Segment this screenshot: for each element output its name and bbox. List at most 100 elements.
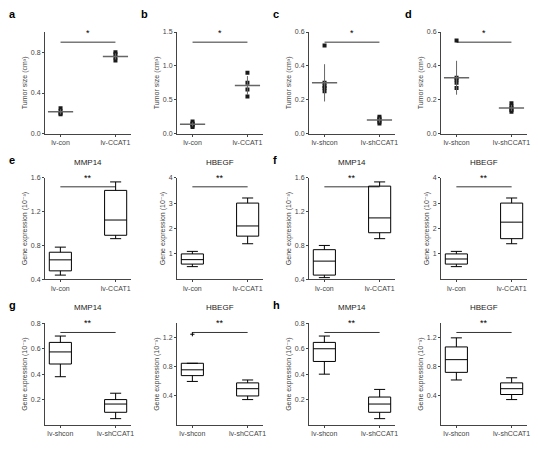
svg-text:Gene expression (10⁻³): Gene expression (10⁻³) xyxy=(285,192,293,265)
svg-text:lv-shCCAT1: lv-shCCAT1 xyxy=(493,430,530,437)
svg-text:0.4: 0.4 xyxy=(31,276,41,283)
svg-text:0.8: 0.8 xyxy=(163,363,173,370)
svg-text:0.0: 0.0 xyxy=(163,130,173,137)
svg-text:1: 1 xyxy=(433,250,437,257)
svg-text:lv-shcon: lv-shcon xyxy=(443,430,469,437)
svg-text:0.0: 0.0 xyxy=(295,130,305,137)
svg-text:4: 4 xyxy=(433,174,437,181)
svg-text:0.5: 0.5 xyxy=(163,96,173,103)
svg-text:lv-shCCAT1: lv-shCCAT1 xyxy=(229,430,266,437)
svg-text:1: 1 xyxy=(169,250,173,257)
svg-text:1.2: 1.2 xyxy=(31,208,41,215)
svg-text:0.8: 0.8 xyxy=(31,320,41,327)
svg-text:1.0: 1.0 xyxy=(163,62,173,69)
svg-text:lv-shcon: lv-shcon xyxy=(311,430,337,437)
svg-text:Gene expression (10⁻³): Gene expression (10⁻³) xyxy=(423,192,431,265)
svg-text:lv-con: lv-con xyxy=(447,285,466,292)
svg-text:2: 2 xyxy=(169,225,173,232)
svg-text:1.2: 1.2 xyxy=(163,334,173,341)
svg-text:*: * xyxy=(218,28,222,38)
svg-text:lv-CCAT1: lv-CCAT1 xyxy=(233,139,263,146)
svg-text:**: ** xyxy=(480,173,488,183)
svg-text:0.6: 0.6 xyxy=(295,345,305,352)
svg-text:0.8: 0.8 xyxy=(31,242,41,249)
svg-text:**: ** xyxy=(84,318,92,328)
svg-text:**: ** xyxy=(216,318,224,328)
svg-text:Gene expression (10⁻³): Gene expression (10⁻³) xyxy=(285,337,293,410)
svg-text:0.2: 0.2 xyxy=(31,396,41,403)
svg-text:MMP14: MMP14 xyxy=(74,158,102,167)
svg-text:e: e xyxy=(9,154,15,166)
svg-text:**: ** xyxy=(216,173,224,183)
svg-text:lv-shcon: lv-shcon xyxy=(444,139,470,146)
svg-text:**: ** xyxy=(348,318,356,328)
svg-text:Tumor size (cm³): Tumor size (cm³) xyxy=(417,57,425,110)
svg-text:Gene expression (10⁻³): Gene expression (10⁻³) xyxy=(153,337,161,410)
svg-text:0.6: 0.6 xyxy=(295,28,305,35)
svg-text:MMP14: MMP14 xyxy=(338,303,366,312)
svg-text:1.6: 1.6 xyxy=(31,174,41,181)
svg-text:2: 2 xyxy=(433,225,437,232)
svg-text:lv-con: lv-con xyxy=(51,139,70,146)
svg-text:**: ** xyxy=(84,173,92,183)
svg-text:1.5: 1.5 xyxy=(163,28,173,35)
svg-text:lv-shcon: lv-shcon xyxy=(312,139,338,146)
svg-text:lv-con: lv-con xyxy=(315,285,334,292)
svg-text:MMP14: MMP14 xyxy=(74,303,102,312)
svg-text:4: 4 xyxy=(169,174,173,181)
svg-text:lv-CCAT1: lv-CCAT1 xyxy=(497,285,527,292)
svg-text:lv-shcon: lv-shcon xyxy=(47,430,73,437)
svg-text:lv-shCCAT1: lv-shCCAT1 xyxy=(97,430,134,437)
svg-text:1.2: 1.2 xyxy=(427,334,437,341)
svg-text:lv-CCAT1: lv-CCAT1 xyxy=(233,285,263,292)
svg-text:a: a xyxy=(9,8,16,20)
svg-text:0.4: 0.4 xyxy=(163,392,173,399)
svg-text:0.6: 0.6 xyxy=(427,28,437,35)
svg-text:lv-CCAT1: lv-CCAT1 xyxy=(101,139,131,146)
svg-text:Tumor size (cm³): Tumor size (cm³) xyxy=(153,57,161,110)
svg-text:3: 3 xyxy=(433,200,437,207)
svg-text:g: g xyxy=(9,299,16,311)
svg-text:MMP14: MMP14 xyxy=(338,158,366,167)
svg-text:3: 3 xyxy=(169,200,173,207)
svg-text:0.4: 0.4 xyxy=(295,371,305,378)
svg-text:0.0: 0.0 xyxy=(427,130,437,137)
svg-text:**: ** xyxy=(480,318,488,328)
svg-text:HBEGF: HBEGF xyxy=(470,158,498,167)
svg-text:**: ** xyxy=(348,173,356,183)
svg-text:lv-con: lv-con xyxy=(183,139,202,146)
svg-text:0.8: 0.8 xyxy=(295,242,305,249)
svg-text:c: c xyxy=(273,8,279,20)
svg-text:Gene expression (10⁻³): Gene expression (10⁻³) xyxy=(21,192,29,265)
svg-text:b: b xyxy=(141,8,148,20)
svg-text:*: * xyxy=(86,28,90,38)
svg-text:1.2: 1.2 xyxy=(295,208,305,215)
svg-text:HBEGF: HBEGF xyxy=(470,303,498,312)
svg-text:0.4: 0.4 xyxy=(427,392,437,399)
svg-text:0.4: 0.4 xyxy=(427,62,437,69)
svg-text:0.2: 0.2 xyxy=(427,96,437,103)
svg-text:lv-shCCAT1: lv-shCCAT1 xyxy=(361,430,398,437)
svg-text:h: h xyxy=(273,299,280,311)
svg-text:HBEGF: HBEGF xyxy=(206,303,234,312)
svg-text:*: * xyxy=(350,28,354,38)
svg-text:lv-con: lv-con xyxy=(183,285,202,292)
svg-text:0.4: 0.4 xyxy=(295,276,305,283)
svg-text:1.6: 1.6 xyxy=(295,174,305,181)
svg-text:0.4: 0.4 xyxy=(31,371,41,378)
svg-text:HBEGF: HBEGF xyxy=(206,158,234,167)
svg-text:lv-CCAT1: lv-CCAT1 xyxy=(101,285,131,292)
svg-text:0.4: 0.4 xyxy=(295,62,305,69)
svg-text:0.4: 0.4 xyxy=(31,89,41,96)
svg-text:Gene expression (10⁻³): Gene expression (10⁻³) xyxy=(417,337,425,410)
svg-text:0.8: 0.8 xyxy=(295,320,305,327)
svg-text:lv-shCCAT1: lv-shCCAT1 xyxy=(493,139,530,146)
svg-text:d: d xyxy=(405,8,412,20)
svg-text:Tumor size (cm³): Tumor size (cm³) xyxy=(21,57,29,110)
svg-text:*: * xyxy=(482,28,486,38)
svg-text:0.8: 0.8 xyxy=(427,363,437,370)
svg-text:lv-shCCAT1: lv-shCCAT1 xyxy=(361,139,398,146)
svg-text:Gene expression (10⁻³): Gene expression (10⁻³) xyxy=(159,192,167,265)
svg-text:Gene expression (10⁻³): Gene expression (10⁻³) xyxy=(21,337,29,410)
svg-text:f: f xyxy=(273,154,277,166)
